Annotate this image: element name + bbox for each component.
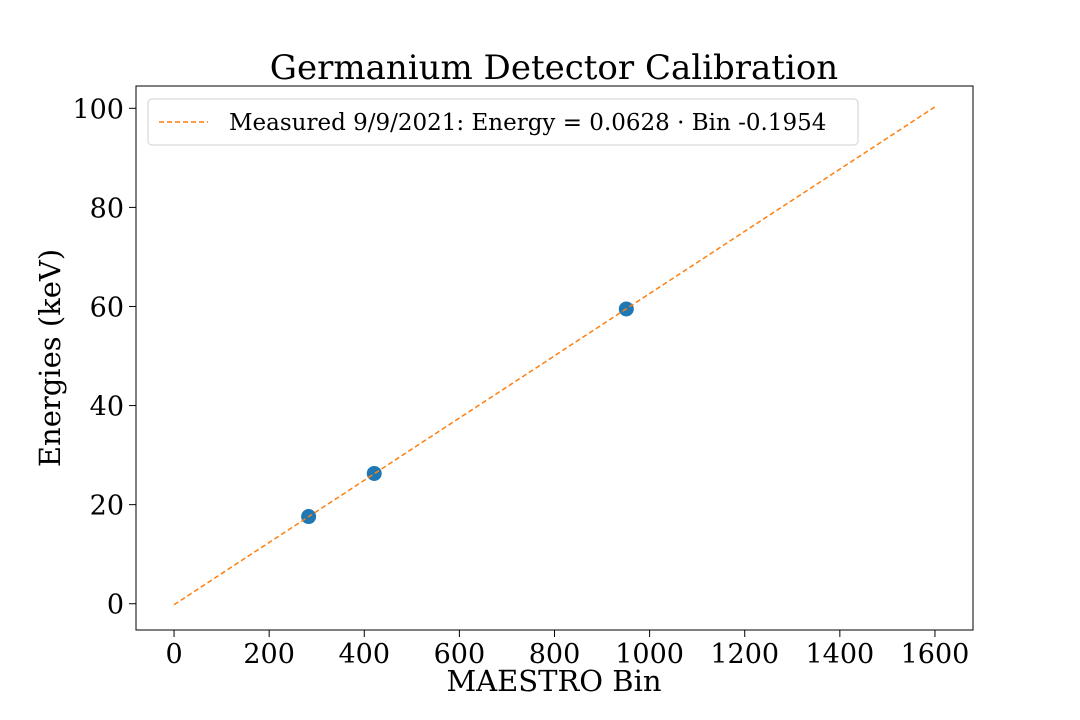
plot-area [173,106,936,606]
y-axis-label: Energies (keV) [33,249,67,467]
x-tick-label: 1400 [805,639,874,670]
legend: Measured 9/9/2021: Energy = 0.0628 · Bin… [147,98,859,146]
legend-label: Measured 9/9/2021: Energy = 0.0628 · Bin… [229,110,826,136]
x-axis: 0 200 400 600 800 1000 1200 1400 1600 [165,630,969,670]
x-tick-label: 1600 [901,639,970,670]
x-tick-label: 600 [434,639,486,670]
legend-box [147,98,859,146]
y-tick-label: 100 [72,94,124,125]
x-tick-label: 0 [165,639,182,670]
data-point [366,465,382,481]
x-tick-label: 400 [338,639,390,670]
fit-line [173,106,936,606]
x-tick-label: 800 [529,639,581,670]
y-tick-label: 80 [90,193,124,224]
x-tick-label: 1200 [710,639,779,670]
y-tick-label: 60 [90,292,124,323]
y-tick-label: 40 [90,392,124,423]
y-tick-label: 20 [90,491,124,522]
x-axis-label: MAESTRO Bin [446,664,661,698]
x-tick-label: 200 [243,639,295,670]
x-tick-label: 1000 [615,639,684,670]
y-tick-label: 0 [107,590,124,621]
chart-title: Germanium Detector Calibration [270,48,838,88]
plot-frame [135,85,974,631]
y-axis: 0 20 40 60 80 100 [72,94,136,621]
